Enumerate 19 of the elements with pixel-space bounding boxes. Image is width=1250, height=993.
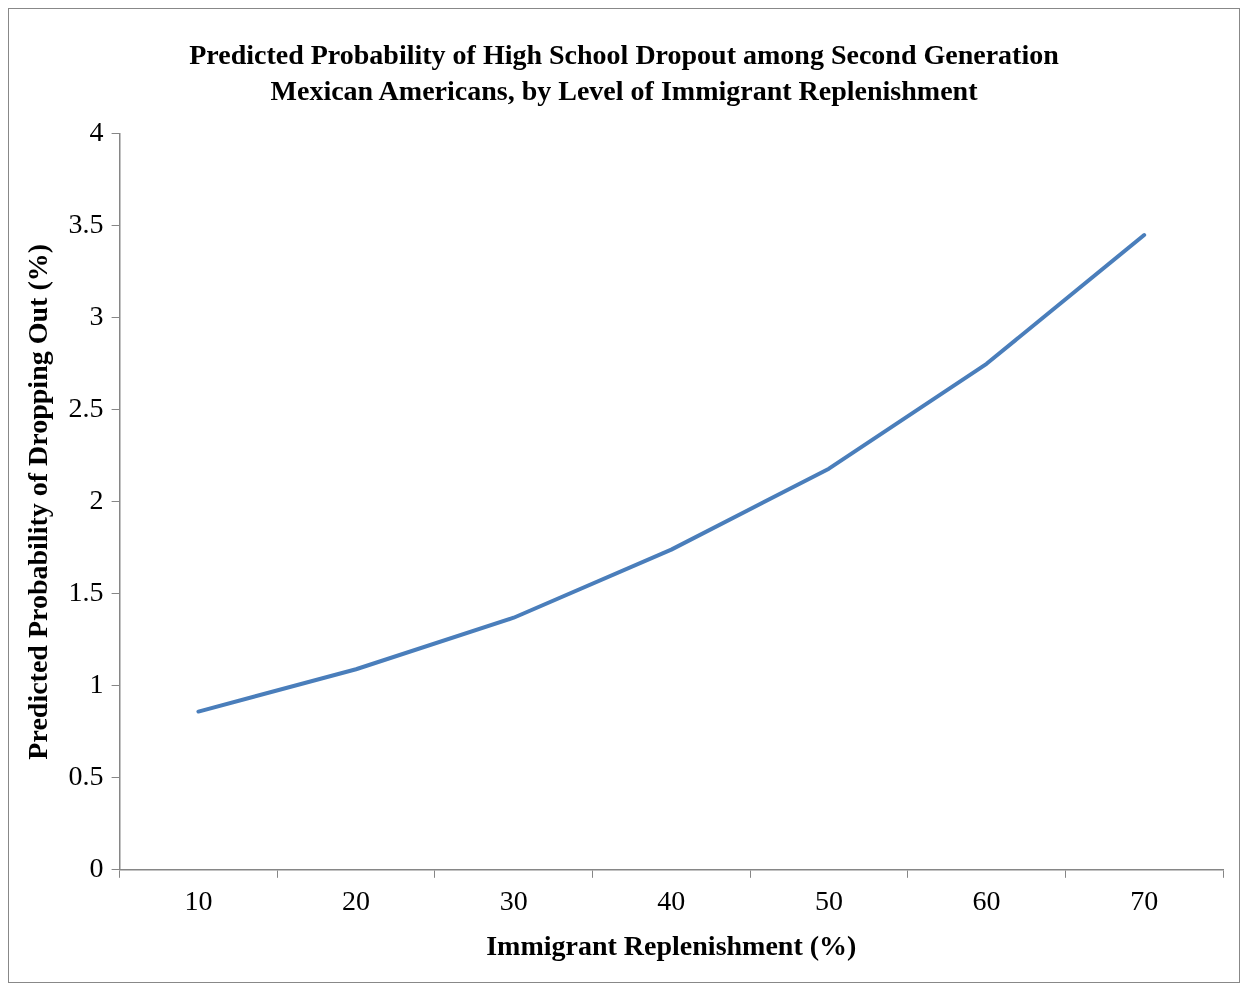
y-tick-label: 2 [89, 484, 104, 516]
x-tick-label: 50 [814, 884, 843, 916]
x-tick-label: 30 [499, 884, 528, 916]
chart-title: Predicted Probability of High School Dropout among Second Generation Mexican Americans, by Level of Immigrant Replenishment [188, 38, 1060, 108]
y-tick-label: 3.5 [68, 208, 104, 240]
y-tick-label: 2.5 [68, 392, 104, 424]
x-tick-label: 70 [1130, 884, 1159, 916]
y-tick-label: 3 [89, 300, 104, 332]
y-tick-label: 0.5 [68, 760, 104, 792]
y-tick-label: 4 [89, 116, 104, 148]
y-tick-label: 1 [89, 668, 104, 700]
y-axis-title: Predicted Probability of Dropping Out (%) [22, 243, 54, 760]
x-axis-title: Immigrant Replenishment (%) [486, 930, 857, 962]
x-tick-label: 10 [184, 884, 213, 916]
x-tick-label: 20 [342, 884, 371, 916]
x-tick-label: 60 [972, 884, 1001, 916]
y-tick-label: 0 [89, 852, 104, 884]
x-tick-label: 40 [657, 884, 686, 916]
y-tick-label: 1.5 [68, 576, 104, 608]
